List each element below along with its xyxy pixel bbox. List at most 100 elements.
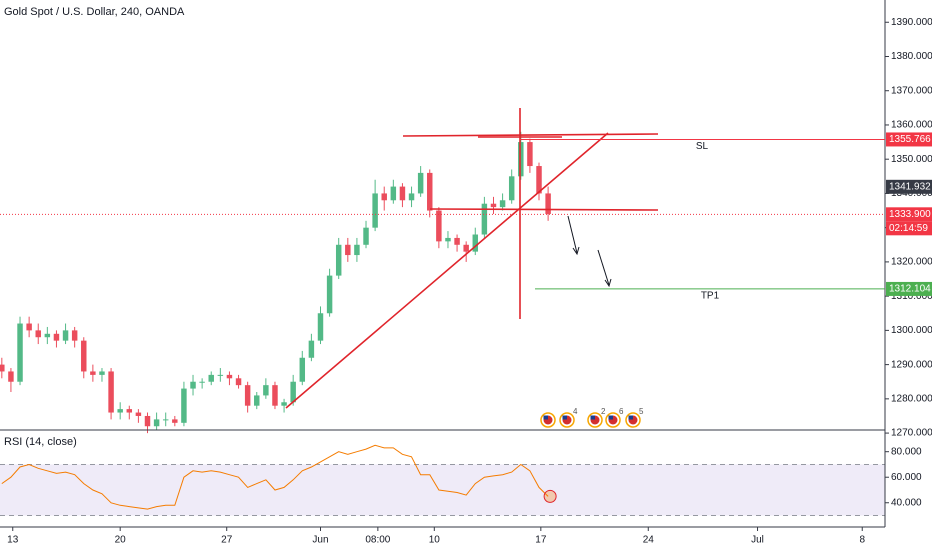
- y-tick-label: 1360.000: [891, 120, 932, 131]
- candle-body: [44, 333, 51, 338]
- candle-body: [454, 237, 460, 245]
- candle-body: [81, 340, 87, 372]
- candle-body: [263, 385, 269, 396]
- rsi-tick-label: 60.000: [891, 472, 922, 483]
- candle-body: [335, 244, 342, 276]
- candle-body: [317, 313, 324, 341]
- candle-body: [26, 323, 32, 331]
- candle-body: [71, 330, 78, 341]
- rsi-last-point: [543, 489, 557, 503]
- candles: [0, 131, 551, 434]
- candle-body: [199, 381, 205, 383]
- sl-label: SL: [696, 141, 709, 152]
- candle-body: [172, 419, 178, 423]
- trend-line: [285, 132, 609, 409]
- resistance-line: [402, 133, 659, 137]
- event-flag-canton: [590, 415, 595, 420]
- candle-body: [281, 402, 287, 406]
- candle-body: [244, 385, 251, 406]
- chart-title: Gold Spot / U.S. Dollar, 240, OANDA: [4, 6, 185, 18]
- candle-body: [235, 378, 242, 386]
- candle-body: [427, 172, 433, 211]
- x-tick-label: 8: [859, 535, 865, 546]
- price-tag: [886, 179, 932, 194]
- price-tag: [886, 207, 932, 222]
- candle-body: [0, 364, 5, 372]
- candle-body: [126, 409, 133, 413]
- x-tick-label: 20: [115, 535, 127, 546]
- price-tag-label: 1333.900: [889, 209, 931, 220]
- event-count: 2: [601, 407, 606, 416]
- event-count: 5: [639, 407, 644, 416]
- y-tick-label: 1380.000: [891, 51, 932, 62]
- y-tick-label: 1310.000: [891, 291, 932, 302]
- y-tick-label: 1280.000: [891, 393, 932, 404]
- event-count: 4: [573, 407, 578, 416]
- candle-body: [99, 371, 105, 375]
- price-tag: [886, 281, 932, 296]
- x-tick-label: Jul: [751, 535, 764, 546]
- x-tick-label: 17: [535, 535, 547, 546]
- countdown-label: 02:14:59: [889, 223, 928, 234]
- x-tick-label: 10: [429, 535, 441, 546]
- candle-body: [62, 330, 69, 341]
- candle-body: [217, 374, 224, 376]
- price-tag-label: 1312.104: [889, 284, 931, 295]
- candle-body: [308, 340, 315, 358]
- candle-body: [445, 237, 451, 242]
- rsi-line: [1, 444, 549, 510]
- price-tag-label: 1341.932: [889, 181, 931, 192]
- candle-body: [208, 374, 214, 382]
- rsi-tick-label: 80.000: [891, 446, 922, 457]
- candle-body: [490, 203, 497, 208]
- y-tick-label: 1300.000: [891, 325, 932, 336]
- y-tick-label: 1290.000: [891, 359, 932, 370]
- candle-body: [463, 244, 469, 252]
- arrow-head: [572, 246, 580, 256]
- event-flag-canton: [608, 415, 613, 420]
- candle-body: [326, 275, 333, 314]
- candle-body: [536, 166, 542, 194]
- rsi-band: [0, 464, 885, 516]
- candle-body: [135, 412, 142, 416]
- candle-body: [390, 186, 397, 201]
- x-tick-label: Jun: [312, 535, 328, 546]
- event-flag-canton: [562, 415, 567, 420]
- candle-body: [381, 193, 387, 201]
- drawings: [285, 108, 659, 409]
- event-count: 6: [619, 407, 624, 416]
- candle-body: [481, 203, 488, 235]
- tp-label: TP1: [701, 291, 720, 302]
- candle-body: [436, 210, 442, 242]
- price-tag-label: 1355.766: [889, 134, 931, 145]
- candle-body: [153, 419, 160, 427]
- rsi-pane: 80.000 60.000 40.000: [0, 444, 922, 517]
- y-tick-label: 1270.000: [891, 428, 932, 439]
- x-tick-label: 13: [7, 535, 19, 546]
- price-tag: [886, 132, 932, 147]
- candle-body: [290, 381, 296, 403]
- candle-body: [527, 142, 533, 167]
- candle-body: [399, 186, 406, 201]
- candle-body: [162, 419, 169, 421]
- candle-body: [53, 333, 60, 341]
- candle-body: [272, 385, 278, 406]
- candle-body: [17, 323, 23, 382]
- candle-body: [499, 200, 506, 208]
- y-tick-label: 1350.000: [891, 154, 932, 165]
- candle-body: [354, 244, 360, 256]
- arrow-head: [604, 278, 612, 288]
- y-tick-label: 1390.000: [891, 17, 932, 28]
- candle-body: [90, 371, 96, 375]
- candle-body: [117, 409, 123, 413]
- candle-body: [408, 193, 415, 201]
- events: 4 2 6 5: [540, 407, 644, 428]
- rsi-title: RSI (14, close): [4, 436, 77, 448]
- candle-body: [345, 244, 351, 256]
- arrow: [567, 215, 578, 254]
- y-tick-label: 1370.000: [891, 85, 932, 96]
- event-flag-canton: [543, 415, 548, 420]
- overlay: 1355.766 1341.932 1333.900 1312.104 02:14:59…: [0, 132, 932, 302]
- candle-body: [363, 227, 369, 245]
